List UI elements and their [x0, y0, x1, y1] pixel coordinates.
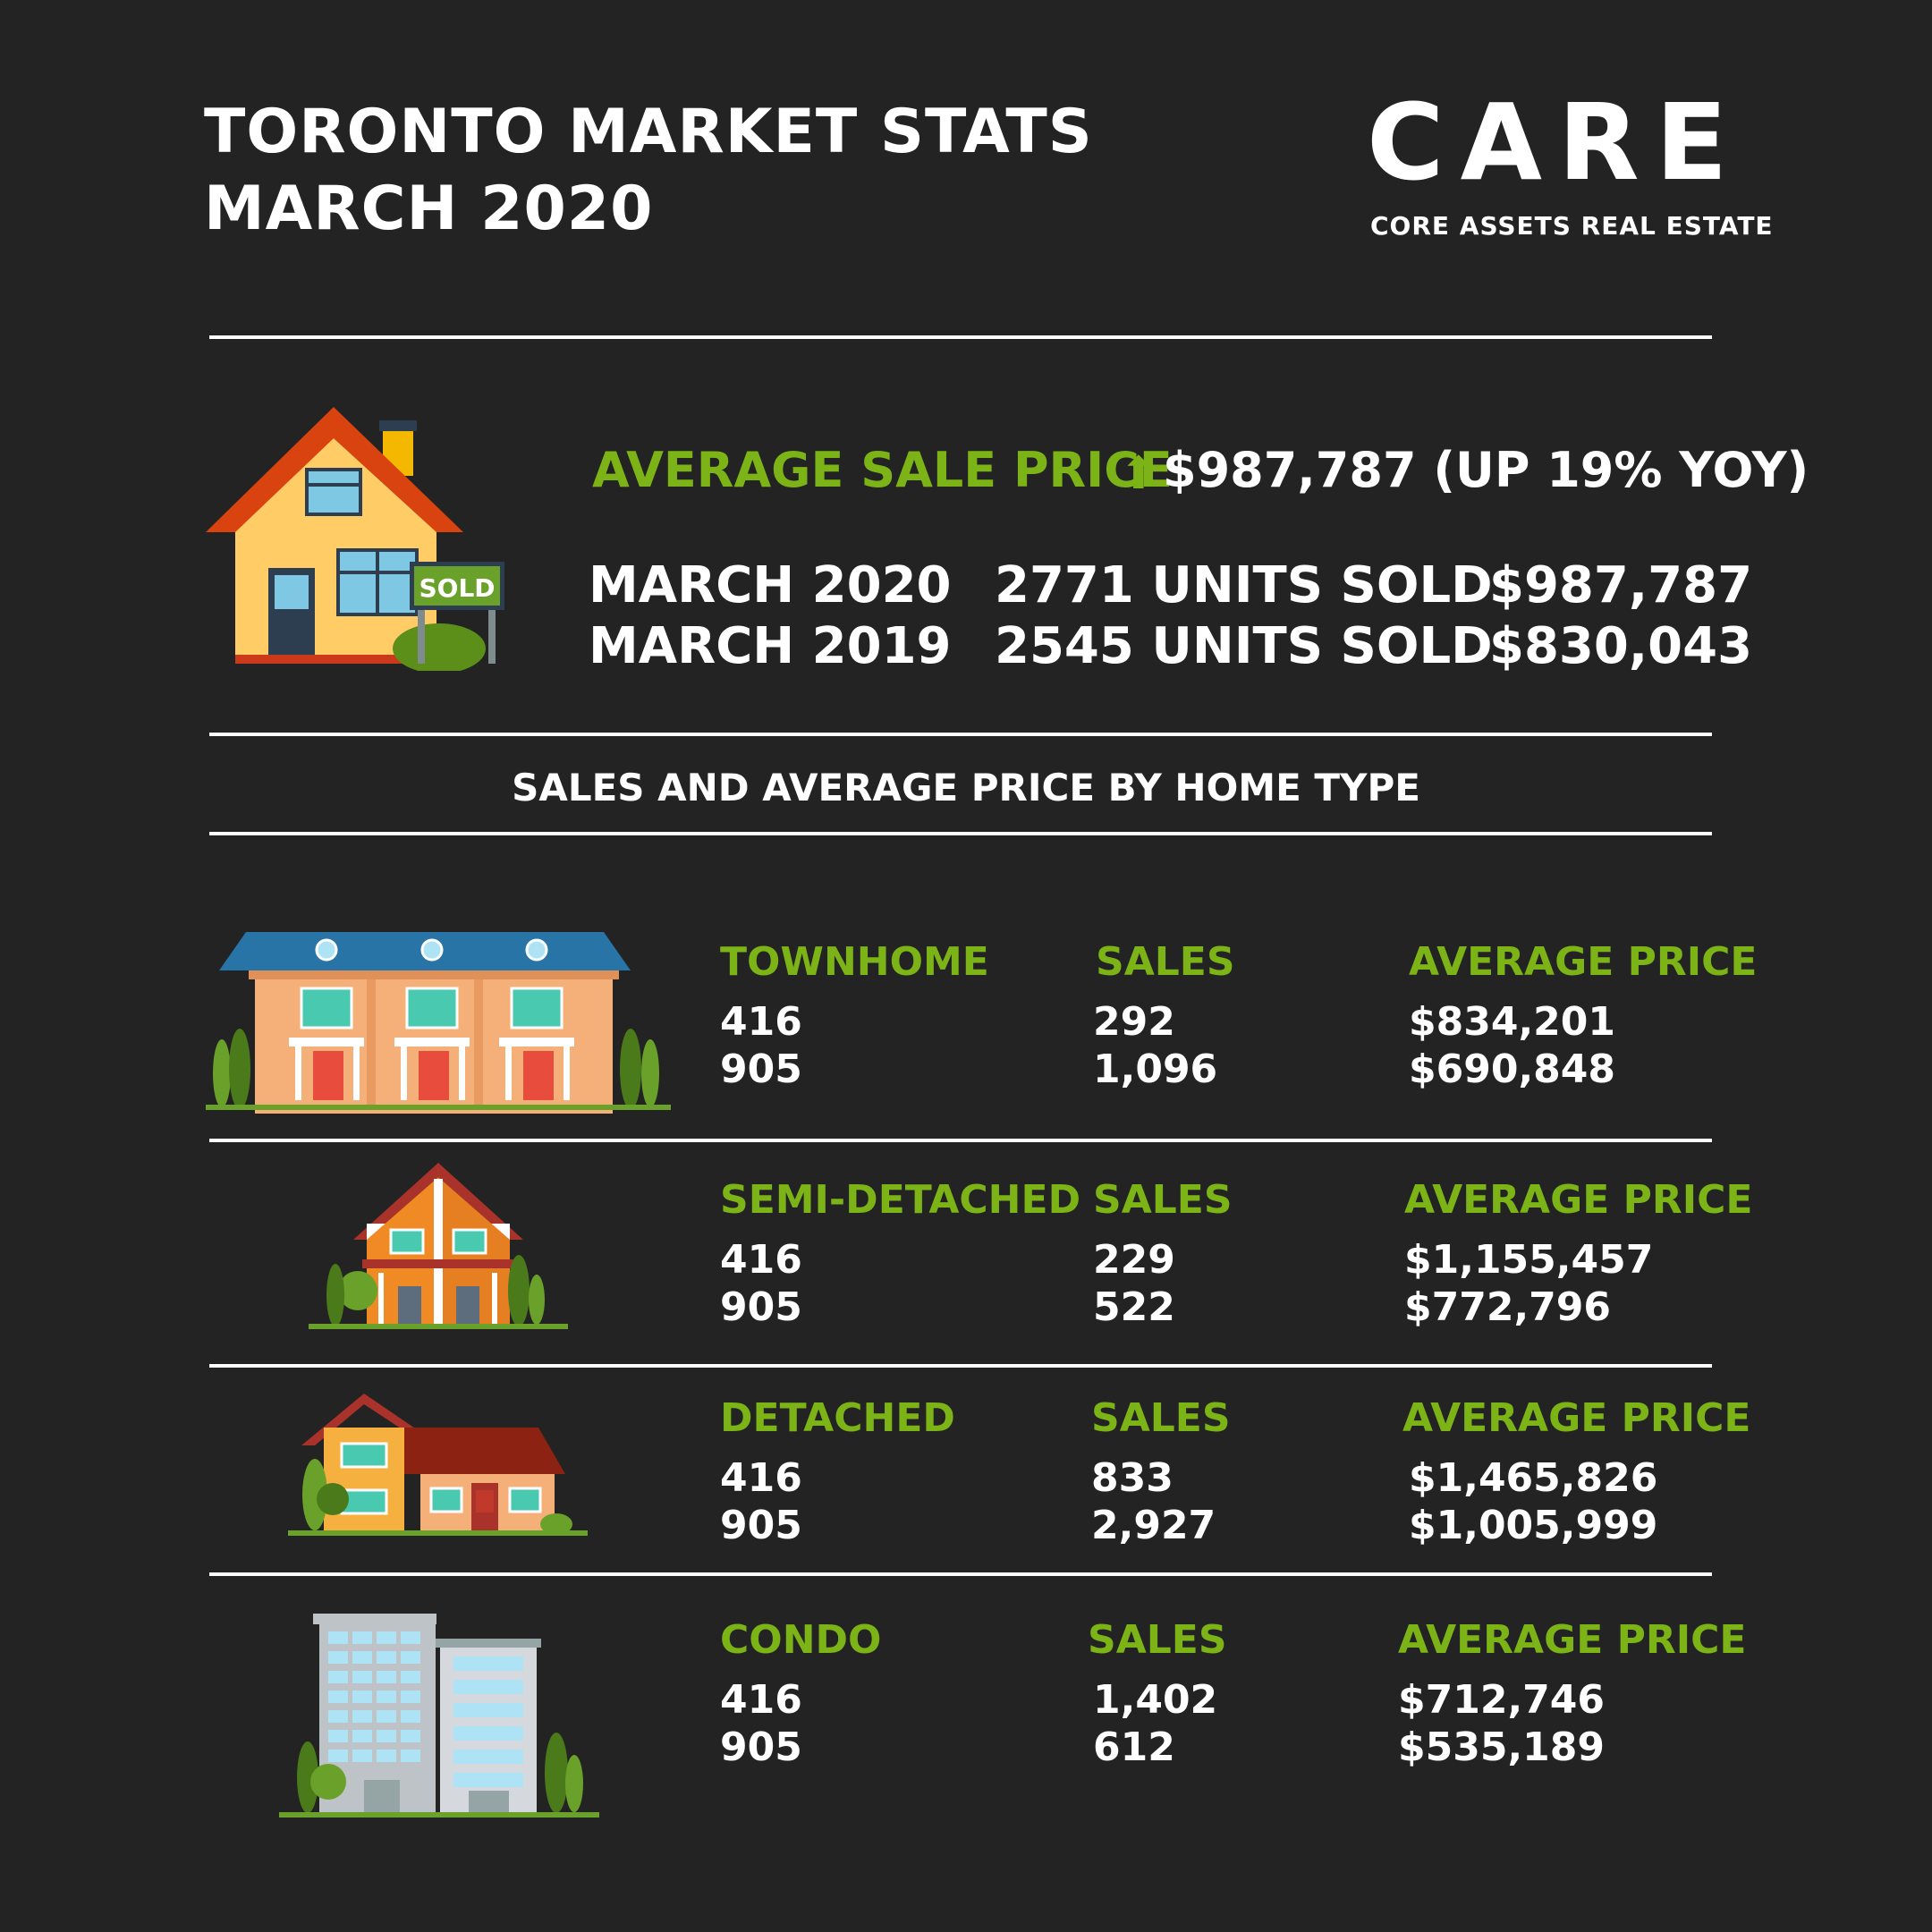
year-period: MARCH 2019: [589, 617, 952, 675]
home-type-condo: CONDO: [720, 1617, 882, 1663]
average-price-value: $712,746: [1398, 1677, 1606, 1723]
region-code: 416: [720, 1237, 802, 1283]
divider: [209, 832, 1712, 835]
sold-house-illustration: SOLD: [206, 407, 504, 671]
year-period: MARCH 2020: [589, 556, 952, 614]
average-price-label: AVERAGE PRICE: [1404, 1177, 1753, 1223]
region-code: 905: [720, 1284, 802, 1330]
sales-value: 833: [1091, 1455, 1174, 1501]
divider: [209, 1139, 1712, 1142]
average-price-value: $1,465,826: [1409, 1455, 1658, 1501]
year-units-sold: 2771 UNITS SOLD: [995, 556, 1493, 614]
average-price-value: $1,155,457: [1404, 1237, 1654, 1283]
home-type-semi-detached: SEMI-DETACHED: [720, 1177, 1081, 1223]
average-price-value: $772,796: [1404, 1284, 1612, 1330]
sales-label: SALES: [1096, 939, 1235, 985]
sales-label: SALES: [1091, 1395, 1231, 1441]
up-arrow-icon: ⬆: [1120, 447, 1157, 499]
average-price-label: AVERAGE PRICE: [1398, 1617, 1747, 1663]
average-price-label: AVERAGE PRICE: [1409, 939, 1758, 985]
logo-subtitle: CORE ASSETS REAL ESTATE: [1370, 211, 1774, 241]
region-code: 905: [720, 1503, 802, 1548]
sold-sign-text: SOLD: [419, 573, 495, 603]
divider: [209, 335, 1712, 339]
townhome-illustration: [206, 932, 671, 1114]
region-code: 416: [720, 999, 802, 1045]
average-price-value: $834,201: [1409, 999, 1616, 1045]
divider: [209, 1572, 1712, 1576]
average-price-value: $535,189: [1398, 1724, 1606, 1770]
home-type-detached: DETACHED: [720, 1395, 955, 1441]
sales-value: 292: [1093, 999, 1175, 1045]
divider: [209, 733, 1712, 736]
section-heading: SALES AND AVERAGE PRICE BY HOME TYPE: [512, 766, 1420, 809]
divider: [209, 1364, 1712, 1368]
region-code: 905: [720, 1724, 802, 1770]
region-code: 416: [720, 1455, 802, 1501]
sales-value: 612: [1093, 1724, 1175, 1770]
sales-value: 2,927: [1091, 1503, 1216, 1548]
sales-label: SALES: [1093, 1177, 1233, 1223]
sales-label: SALES: [1088, 1617, 1227, 1663]
average-price-value: $1,005,999: [1409, 1503, 1658, 1548]
sales-value: 1,402: [1093, 1677, 1218, 1723]
average-price-label: AVERAGE PRICE: [1402, 1395, 1751, 1441]
semi-detached-illustration: [309, 1163, 568, 1329]
year-price: $987,787: [1489, 556, 1753, 614]
sales-value: 229: [1093, 1237, 1175, 1283]
sales-value: 1,096: [1093, 1046, 1218, 1092]
logo-wordmark: CARE: [1367, 80, 1744, 204]
condo-illustration: [279, 1614, 599, 1818]
page-title: TORONTO MARKET STATS MARCH 2020: [204, 94, 1093, 248]
title-line-1: TORONTO MARKET STATS: [204, 97, 1093, 167]
year-units-sold: 2545 UNITS SOLD: [995, 617, 1493, 675]
average-price-value: $690,848: [1409, 1046, 1616, 1092]
title-line-2: MARCH 2020: [204, 174, 654, 244]
region-code: 905: [720, 1046, 802, 1092]
average-sale-price-value: $987,787 (UP 19% YOY): [1163, 442, 1809, 498]
year-price: $830,043: [1489, 617, 1753, 675]
home-type-townhome: TOWNHOME: [720, 939, 989, 985]
sales-value: 522: [1093, 1284, 1175, 1330]
region-code: 416: [720, 1677, 802, 1723]
detached-illustration: [288, 1394, 588, 1536]
average-sale-price-label: AVERAGE SALE PRICE: [592, 442, 1173, 498]
